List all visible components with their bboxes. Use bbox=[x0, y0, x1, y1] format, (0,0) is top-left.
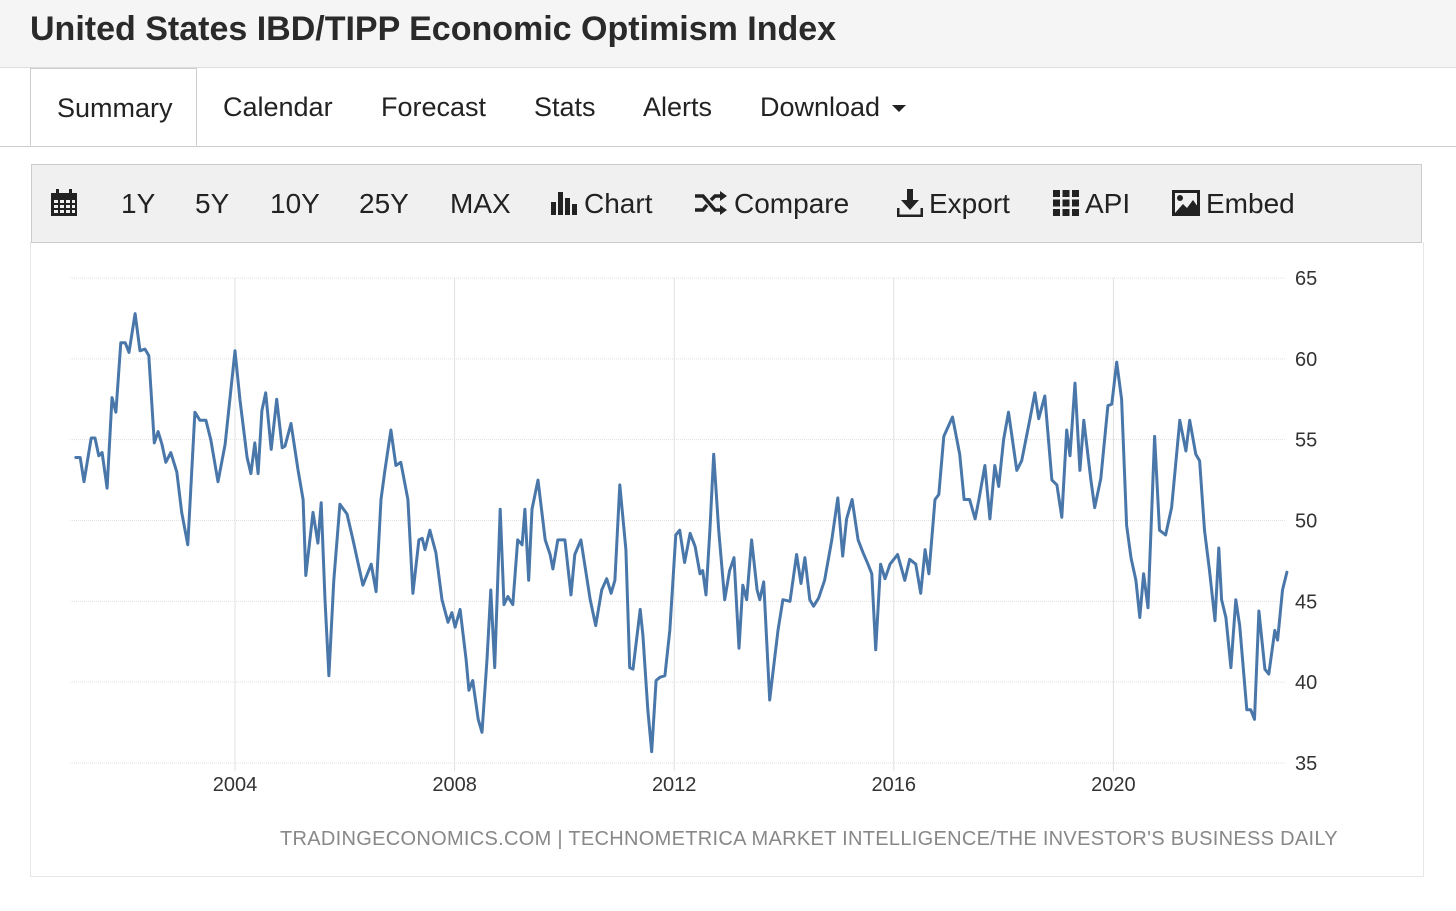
api-label: API bbox=[1085, 188, 1131, 219]
tab-download[interactable]: Download bbox=[760, 68, 907, 146]
tab-bar: Summary Calendar Forecast Stats Alerts D… bbox=[0, 68, 1456, 147]
y-tick-label: 55 bbox=[1295, 430, 1317, 452]
image-icon bbox=[1172, 189, 1200, 216]
tab-download-label: Download bbox=[760, 92, 881, 122]
x-tick-label: 2008 bbox=[432, 774, 477, 796]
export-label: Export bbox=[929, 188, 1010, 219]
page-header: United States IBD/TIPP Economic Optimism… bbox=[0, 0, 1456, 68]
y-tick-label: 40 bbox=[1295, 672, 1317, 694]
chart-toolbar: 1Y 5Y 10Y 25Y MAX Chart Compare Export A… bbox=[31, 164, 1422, 243]
calendar-icon bbox=[51, 188, 77, 216]
tab-calendar[interactable]: Calendar bbox=[223, 92, 333, 122]
compare-button[interactable]: Compare bbox=[694, 165, 849, 242]
embed-label: Embed bbox=[1206, 188, 1295, 219]
x-tick-label: 2012 bbox=[652, 774, 697, 796]
chart-source: TRADINGECONOMICS.COM | TECHNOMETRICA MAR… bbox=[280, 828, 1338, 850]
series-line bbox=[74, 312, 1289, 754]
caret-down-icon bbox=[892, 105, 907, 113]
range-5y-button[interactable]: 5Y bbox=[195, 188, 230, 219]
chart-label: Chart bbox=[584, 188, 653, 219]
calendar-button[interactable] bbox=[50, 165, 84, 242]
embed-button[interactable]: Embed bbox=[1172, 165, 1295, 242]
x-tick-label: 2016 bbox=[872, 774, 917, 796]
tab-summary[interactable]: Summary bbox=[30, 68, 197, 146]
y-tick-label: 35 bbox=[1295, 753, 1317, 775]
tab-stats[interactable]: Stats bbox=[534, 92, 596, 122]
bar-chart-icon bbox=[551, 191, 577, 215]
range-25y-button[interactable]: 25Y bbox=[359, 188, 409, 219]
api-button[interactable]: API bbox=[1053, 165, 1130, 242]
y-tick-label: 50 bbox=[1295, 511, 1317, 533]
grid-icon bbox=[1053, 189, 1079, 216]
shuffle-icon bbox=[695, 190, 727, 215]
tab-alerts[interactable]: Alerts bbox=[643, 92, 713, 122]
x-tick-label: 2004 bbox=[213, 774, 258, 796]
compare-label: Compare bbox=[734, 188, 850, 219]
y-tick-label: 65 bbox=[1295, 268, 1317, 290]
x-tick-label: 2020 bbox=[1091, 774, 1136, 796]
range-1y-button[interactable]: 1Y bbox=[121, 188, 156, 219]
page-title: United States IBD/TIPP Economic Optimism… bbox=[30, 10, 837, 48]
download-icon bbox=[896, 188, 924, 218]
y-tick-label: 60 bbox=[1295, 349, 1317, 371]
range-10y-button[interactable]: 10Y bbox=[270, 188, 320, 219]
range-max-button[interactable]: MAX bbox=[450, 188, 511, 219]
chart-panel bbox=[30, 242, 1424, 877]
export-button[interactable]: Export bbox=[896, 165, 1010, 242]
y-tick-label: 45 bbox=[1295, 591, 1317, 613]
chart-type-button[interactable]: Chart bbox=[551, 165, 652, 242]
tab-forecast[interactable]: Forecast bbox=[381, 92, 487, 122]
